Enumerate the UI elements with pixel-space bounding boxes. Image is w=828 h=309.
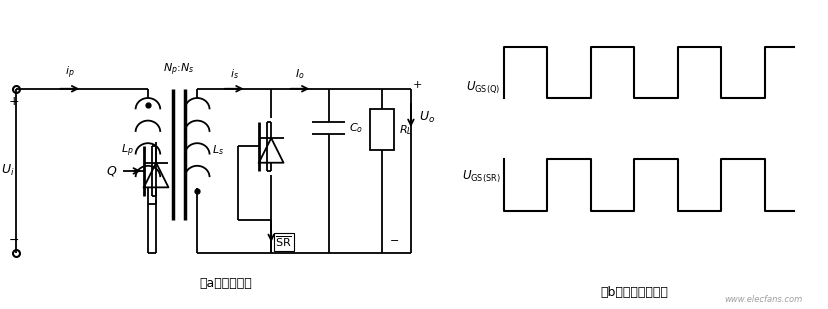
Text: Q: Q [106, 164, 116, 177]
Text: $i_p$: $i_p$ [65, 64, 75, 81]
Text: $i_s$: $i_s$ [229, 67, 238, 81]
Text: $N_p$:$N_s$: $N_p$:$N_s$ [163, 62, 195, 78]
Text: +: + [412, 80, 421, 90]
Text: （a）基本拓扑: （a）基本拓扑 [200, 277, 252, 290]
Text: $C_o$: $C_o$ [349, 121, 363, 135]
Text: $L_p$: $L_p$ [121, 142, 133, 159]
Bar [369, 109, 394, 150]
Text: （b）驱动信号时片: （b）驱动信号时片 [599, 286, 667, 299]
Text: www.elecfans.com: www.elecfans.com [724, 295, 802, 304]
Text: $U_{\mathrm{GS(Q)}}$: $U_{\mathrm{GS(Q)}}$ [465, 80, 500, 95]
Text: $U_{\mathrm{GS(SR)}}$: $U_{\mathrm{GS(SR)}}$ [461, 168, 500, 184]
Text: $R_L$: $R_L$ [398, 123, 412, 137]
Text: $U_i$: $U_i$ [2, 163, 15, 179]
Text: −: − [9, 234, 20, 247]
Text: $I_o$: $I_o$ [295, 67, 305, 81]
Text: $U_o$: $U_o$ [419, 110, 435, 125]
Text: +: + [9, 95, 20, 108]
Text: $L_s$: $L_s$ [211, 143, 224, 157]
Text: −: − [389, 236, 398, 246]
Text: $\overline{\mathrm{SR}}$: $\overline{\mathrm{SR}}$ [275, 234, 291, 249]
